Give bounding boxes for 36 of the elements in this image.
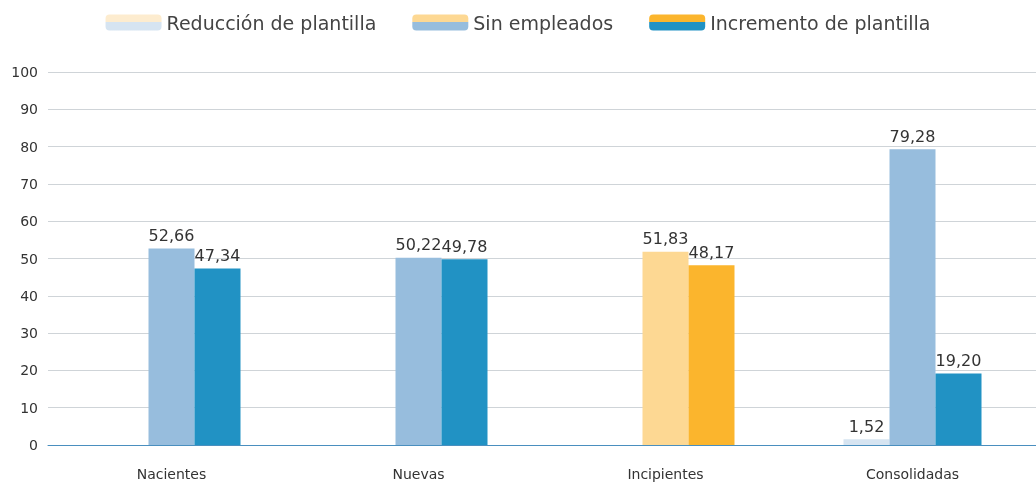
bar <box>148 248 195 445</box>
bar <box>395 257 442 445</box>
data-label: 79,28 <box>889 126 936 146</box>
data-label: 47,34 <box>194 245 241 265</box>
y-tick-label: 0 <box>29 437 38 453</box>
data-label: 52,66 <box>148 226 195 246</box>
y-tick-label: 20 <box>20 362 38 379</box>
x-tick-label: Consolidadas <box>865 466 960 482</box>
y-tick-label: 70 <box>20 175 38 192</box>
bar <box>642 251 689 445</box>
x-tick-label: Nacientes <box>136 466 207 482</box>
y-tick-label: 40 <box>20 287 38 304</box>
data-label: 48,17 <box>688 242 735 262</box>
y-tick-label: 100 <box>11 64 38 80</box>
x-tick-label: Nuevas <box>392 466 445 482</box>
data-label: 51,83 <box>642 229 689 249</box>
bar <box>889 149 936 445</box>
y-tick-label: 90 <box>20 101 38 118</box>
bar <box>935 373 982 445</box>
y-tick-label: 50 <box>20 250 38 267</box>
legend-label: Incremento de plantilla <box>710 11 931 34</box>
y-tick-label: 60 <box>20 213 38 230</box>
bar <box>194 268 241 445</box>
y-tick-label: 80 <box>20 138 38 155</box>
legend-label: Reducción de plantilla <box>166 11 377 34</box>
data-label: 49,78 <box>441 236 488 256</box>
bar <box>688 265 735 445</box>
y-tick-label: 10 <box>20 399 38 416</box>
data-label: 50,22 <box>395 235 442 255</box>
x-tick-label: Incipientes <box>627 466 704 482</box>
data-label: 19,20 <box>935 350 982 370</box>
bar <box>441 259 488 445</box>
bar <box>843 439 890 445</box>
legend-label: Sin empleados <box>473 11 614 34</box>
data-label: 1,52 <box>848 416 885 436</box>
y-tick-label: 30 <box>20 325 38 342</box>
